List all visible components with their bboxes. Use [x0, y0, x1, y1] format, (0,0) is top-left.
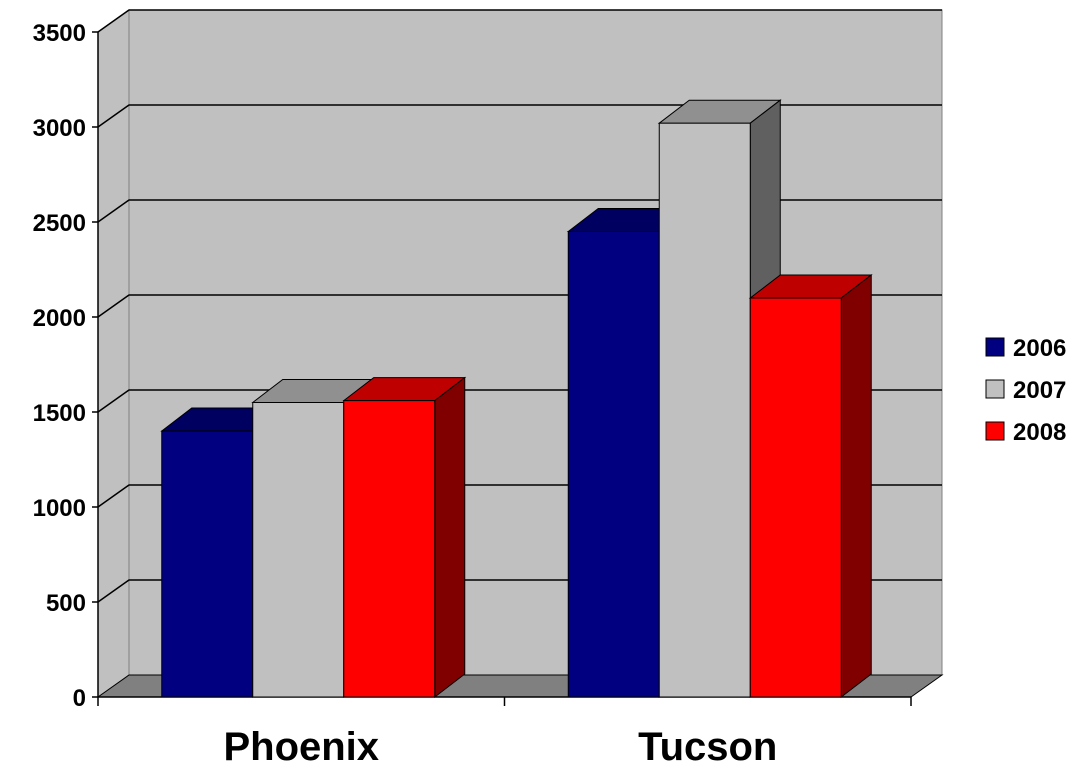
x-axis-category-labels: Phoenix Tucson — [223, 725, 777, 767]
legend-item-2008: 2008 — [985, 419, 1066, 446]
legend: 2006 2007 2008 — [985, 335, 1066, 446]
legend-swatch — [985, 337, 1005, 357]
legend-item-2006: 2006 — [985, 335, 1066, 362]
bar-2008-phoenix — [342, 376, 467, 699]
bar-front-face — [252, 402, 345, 698]
bar-2008-tucson — [748, 273, 873, 699]
y-tick-label: 0 — [73, 685, 86, 712]
legend-swatch — [985, 421, 1005, 441]
y-tick-label: 3500 — [33, 20, 86, 47]
x-category-label: Tucson — [638, 725, 777, 767]
bar-front-face — [567, 231, 660, 698]
bars — [160, 99, 873, 699]
bar-front-face — [749, 297, 842, 698]
y-tick-label: 1000 — [33, 495, 86, 522]
legend-label: 2008 — [1013, 419, 1066, 446]
side-wall — [97, 9, 130, 698]
bar-front-face — [343, 400, 436, 698]
x-category-label: Phoenix — [223, 725, 379, 767]
y-tick-label: 3000 — [33, 115, 86, 142]
legend-label: 2006 — [1013, 335, 1066, 362]
bar-side-face — [840, 273, 872, 699]
gridline — [97, 104, 942, 128]
bar-side-face — [434, 376, 466, 699]
bar-front-face — [658, 122, 751, 698]
y-tick-label: 2500 — [33, 210, 86, 237]
legend-swatch — [985, 379, 1005, 399]
bar-2007-tucson — [657, 99, 782, 699]
y-tick-label: 1500 — [33, 400, 86, 427]
y-axis-tick-labels: 0 500 1000 1500 2000 2500 3000 3500 — [33, 20, 86, 712]
y-tick-label: 500 — [46, 590, 86, 617]
y-tick-label: 2000 — [33, 305, 86, 332]
bar-front-face — [161, 430, 254, 698]
legend-item-2007: 2007 — [985, 377, 1066, 404]
legend-label: 2007 — [1013, 377, 1066, 404]
gridline — [97, 9, 942, 33]
